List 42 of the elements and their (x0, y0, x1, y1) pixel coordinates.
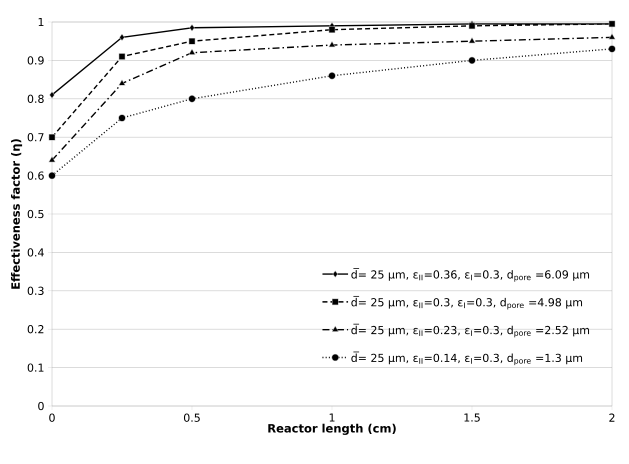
x-tick-label: 1 (330, 414, 334, 422)
point (328, 72, 336, 80)
point (48, 156, 56, 162)
point (468, 37, 476, 44)
point (188, 48, 196, 55)
point (118, 114, 126, 122)
x-tick-label: 1.5 (464, 414, 480, 422)
y-tick-label: 0.1 (28, 363, 44, 372)
y-tick-label: 0.3 (28, 286, 44, 295)
x-tick-label: 0.5 (184, 414, 200, 422)
x-tick-label: 0 (49, 414, 55, 422)
y-tick-label: 0.2 (28, 325, 44, 334)
point (49, 92, 55, 98)
point (118, 53, 126, 60)
point (328, 41, 336, 48)
y-tick-label: 0 (38, 402, 44, 410)
y-tick-label: 0.6 (28, 171, 44, 180)
point (119, 34, 125, 41)
y-axis-title: Effectiveness factor (η) (10, 139, 22, 289)
point (328, 26, 336, 33)
point (48, 134, 56, 140)
y-tick-label: 0.4 (28, 248, 44, 257)
point (188, 38, 196, 44)
point (468, 22, 476, 30)
legend-label: d̅= 25 µm, ε$_{II}$=0.23, ε$_{I}$=0.3, d$_{pore}$ =2.52 µm (351, 324, 590, 338)
y-tick-label: 0.7 (28, 133, 44, 142)
y-tick-label: 0.8 (28, 94, 44, 103)
point (188, 95, 196, 102)
legend-label: d̅= 25 µm, ε$_{II}$=0.36, ε$_{I}$=0.3, d$_{pore}$ =6.09 µm (351, 268, 590, 282)
y-tick-label: 0.5 (28, 210, 44, 218)
y-tick-label: 0.9 (28, 56, 44, 65)
point (608, 34, 616, 40)
x-tick-label: 2 (609, 414, 614, 422)
y-tick-label: 1 (38, 18, 44, 26)
legend-label: d̅= 25 µm, ε$_{II}$=0.3, ε$_{I}$=0.3, d$_{pore}$ =4.98 µm (351, 296, 582, 310)
point (189, 24, 195, 32)
legend-label: d̅= 25 µm, ε$_{II}$=0.14, ε$_{I}$=0.3, d$_{pore}$ =1.3 µm (351, 352, 582, 366)
point (468, 56, 476, 64)
point (48, 172, 56, 180)
point (118, 80, 126, 86)
point (608, 45, 616, 53)
x-axis-title: Reactor length (cm) (268, 424, 396, 435)
